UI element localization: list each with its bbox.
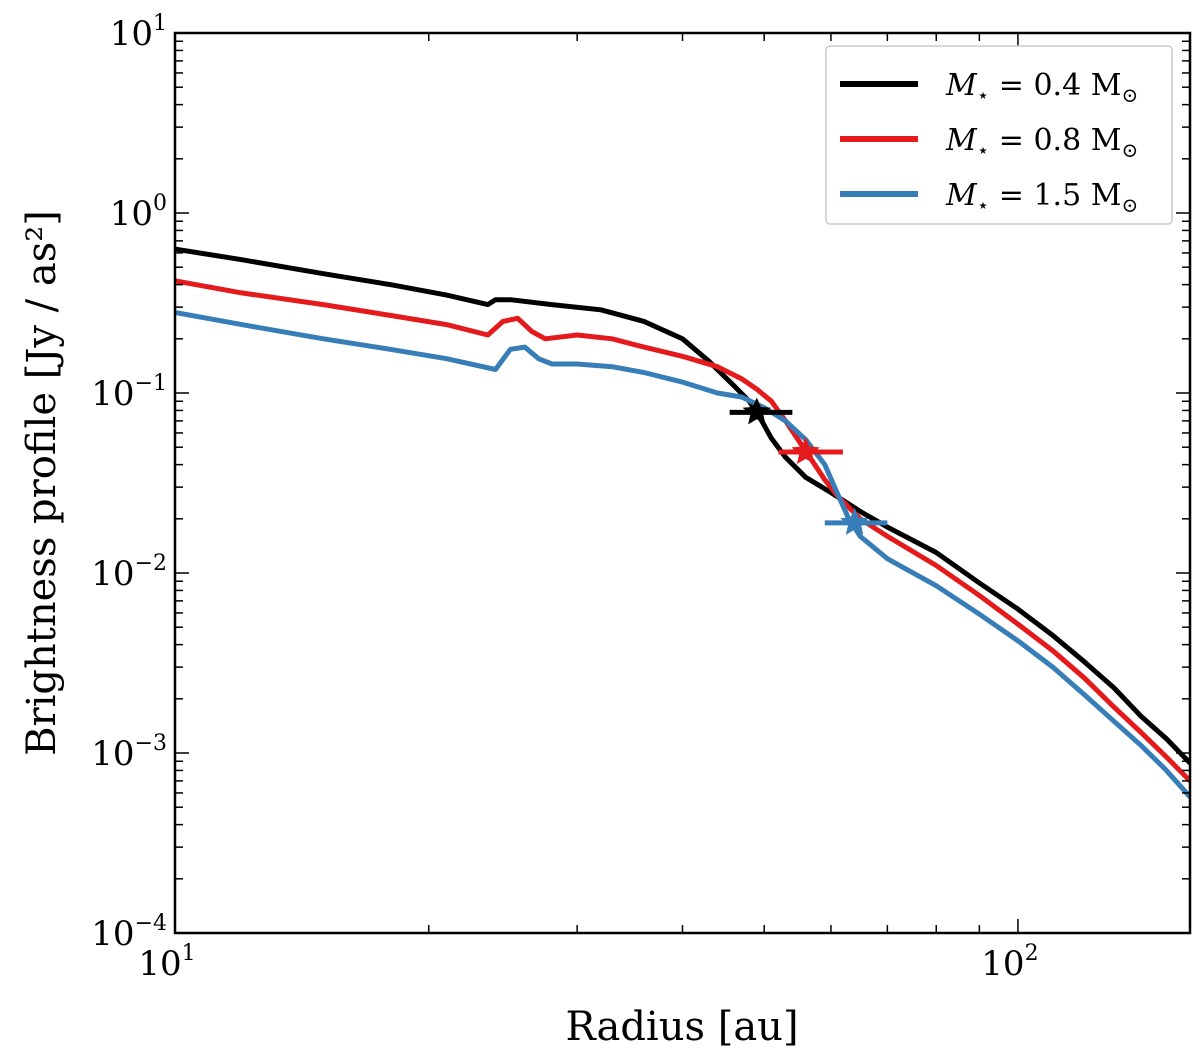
series-line-1	[175, 278, 1190, 784]
legend-label-2: M⋆ = 1.5 M⊙	[945, 178, 1138, 217]
y-tick-label: 10−3	[91, 731, 167, 774]
legend-box	[825, 45, 1173, 225]
x-tick-label: 102	[981, 941, 1038, 984]
legend-label-0: M⋆ = 0.4 M⊙	[945, 68, 1138, 107]
legend: M⋆ = 0.4 M⊙ M⋆ = 0.8 M⊙ M⋆ = 1.5 M⊙	[825, 45, 1173, 225]
x-tick-label: 101	[138, 941, 195, 984]
tick-labels: 101 102 101 100 10−1 10−2 10−3 10−4	[91, 11, 1038, 984]
marker-star-1	[791, 437, 820, 465]
y-tick-label: 10−4	[91, 911, 167, 954]
axis-ticks	[174, 32, 1190, 934]
series-line-0	[175, 246, 1190, 766]
series-line-2	[175, 310, 1190, 800]
y-tick-label: 101	[110, 11, 167, 54]
marker-star-2	[840, 507, 869, 535]
y-tick-label: 10−1	[91, 371, 167, 414]
x-axis-title: Radius [au]	[565, 1004, 798, 1050]
y-axis-title: Brightness profile [Jy / as²]	[19, 210, 65, 756]
series-lines	[175, 246, 1190, 800]
marker-star-0	[742, 397, 772, 425]
y-tick-label: 100	[110, 191, 167, 234]
data-markers	[729, 397, 888, 535]
y-tick-label: 10−2	[91, 551, 167, 594]
legend-label-1: M⋆ = 0.8 M⊙	[945, 123, 1138, 162]
